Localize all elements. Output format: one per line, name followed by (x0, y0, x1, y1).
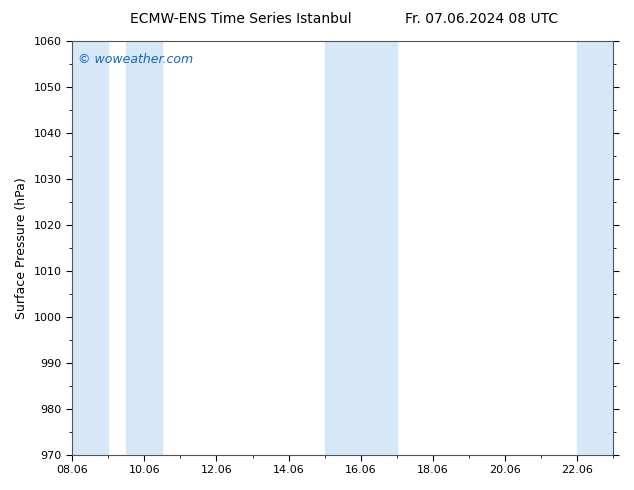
Bar (72, 41, 108, 455)
Bar (126, 41, 162, 455)
Bar (361, 41, 397, 455)
Bar (578, 41, 631, 455)
Y-axis label: Surface Pressure (hPa): Surface Pressure (hPa) (15, 177, 28, 318)
Text: © woweather.com: © woweather.com (77, 53, 193, 67)
Text: ECMW-ENS Time Series Istanbul: ECMW-ENS Time Series Istanbul (130, 12, 352, 26)
Bar (325, 41, 361, 455)
Text: Fr. 07.06.2024 08 UTC: Fr. 07.06.2024 08 UTC (405, 12, 559, 26)
